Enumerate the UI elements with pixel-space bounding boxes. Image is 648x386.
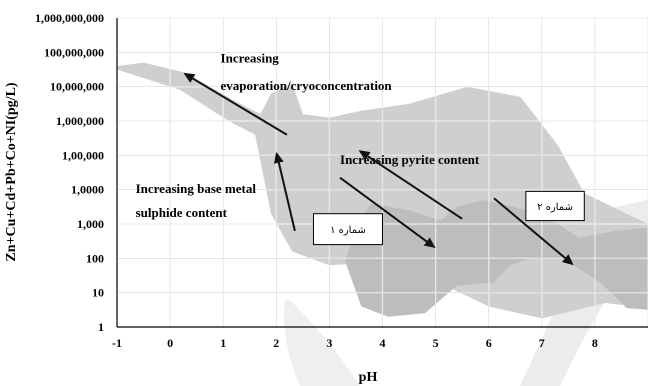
- x-tick-label: 3: [326, 336, 332, 350]
- x-tick-label: 8: [592, 336, 598, 350]
- trend-arrow: [273, 151, 296, 232]
- annotation: sulphide content: [136, 205, 228, 220]
- annotation: Increasing base metal: [136, 181, 257, 196]
- y-tick-label: 1: [98, 320, 104, 334]
- plot-frame: [116, 18, 648, 328]
- label-box-1: شماره ۱: [312, 213, 383, 246]
- y-axis-title: Zn+Cu+Cd+Pb+Co+NI(pg/L): [4, 82, 19, 261]
- trend-arrow: [493, 197, 574, 266]
- x-axis-title: pH: [359, 370, 378, 385]
- y-tick-label: 1,000,000: [56, 114, 104, 128]
- y-tick-label: 1,000,000,000: [35, 11, 104, 25]
- y-tick-label: 10: [92, 286, 104, 300]
- trend-arrows: [183, 72, 574, 266]
- y-tick-label: 1,0000: [71, 183, 104, 197]
- x-tick-label: 0: [167, 336, 173, 350]
- trend-arrow: [358, 150, 463, 220]
- label-box-text: شماره ۱: [330, 225, 366, 236]
- x-tick-label: 4: [380, 336, 386, 350]
- x-tick-label: 6: [486, 336, 492, 350]
- x-tick-label: 1: [220, 336, 226, 350]
- watermark-shape: [284, 300, 360, 386]
- label-box-2: شماره ۲: [525, 190, 585, 222]
- x-tick-label: 2: [273, 336, 279, 350]
- annotations: Increasing evaporation/cryoconcentration I…: [136, 51, 480, 220]
- annotation: evaporation/cryoconcentration: [221, 78, 393, 93]
- annotation: Increasing pyrite content: [340, 152, 480, 167]
- tick-labels: -1 0 1 2 3 4 5 6 7 8 1 10 100 1,000 1,0000 1,00,000 1,00…: [35, 11, 598, 350]
- annotation: Increasing: [221, 51, 280, 66]
- label-boxes: شماره ۱ شماره ۲: [312, 190, 585, 246]
- x-tick-label: -1: [112, 336, 122, 350]
- trend-arrow: [183, 72, 288, 136]
- y-tick-label: 100,000,000: [44, 45, 104, 59]
- y-tick-label: 100: [86, 251, 104, 265]
- trend-arrow: [339, 176, 436, 249]
- y-tick-label: 10,000,000: [50, 80, 104, 94]
- x-tick-label: 5: [433, 336, 439, 350]
- x-tick-label: 7: [539, 336, 545, 350]
- y-tick-label: 1,00,000: [62, 148, 104, 162]
- y-tick-label: 1,000: [77, 217, 104, 231]
- label-box-text: شماره ۲: [537, 202, 573, 213]
